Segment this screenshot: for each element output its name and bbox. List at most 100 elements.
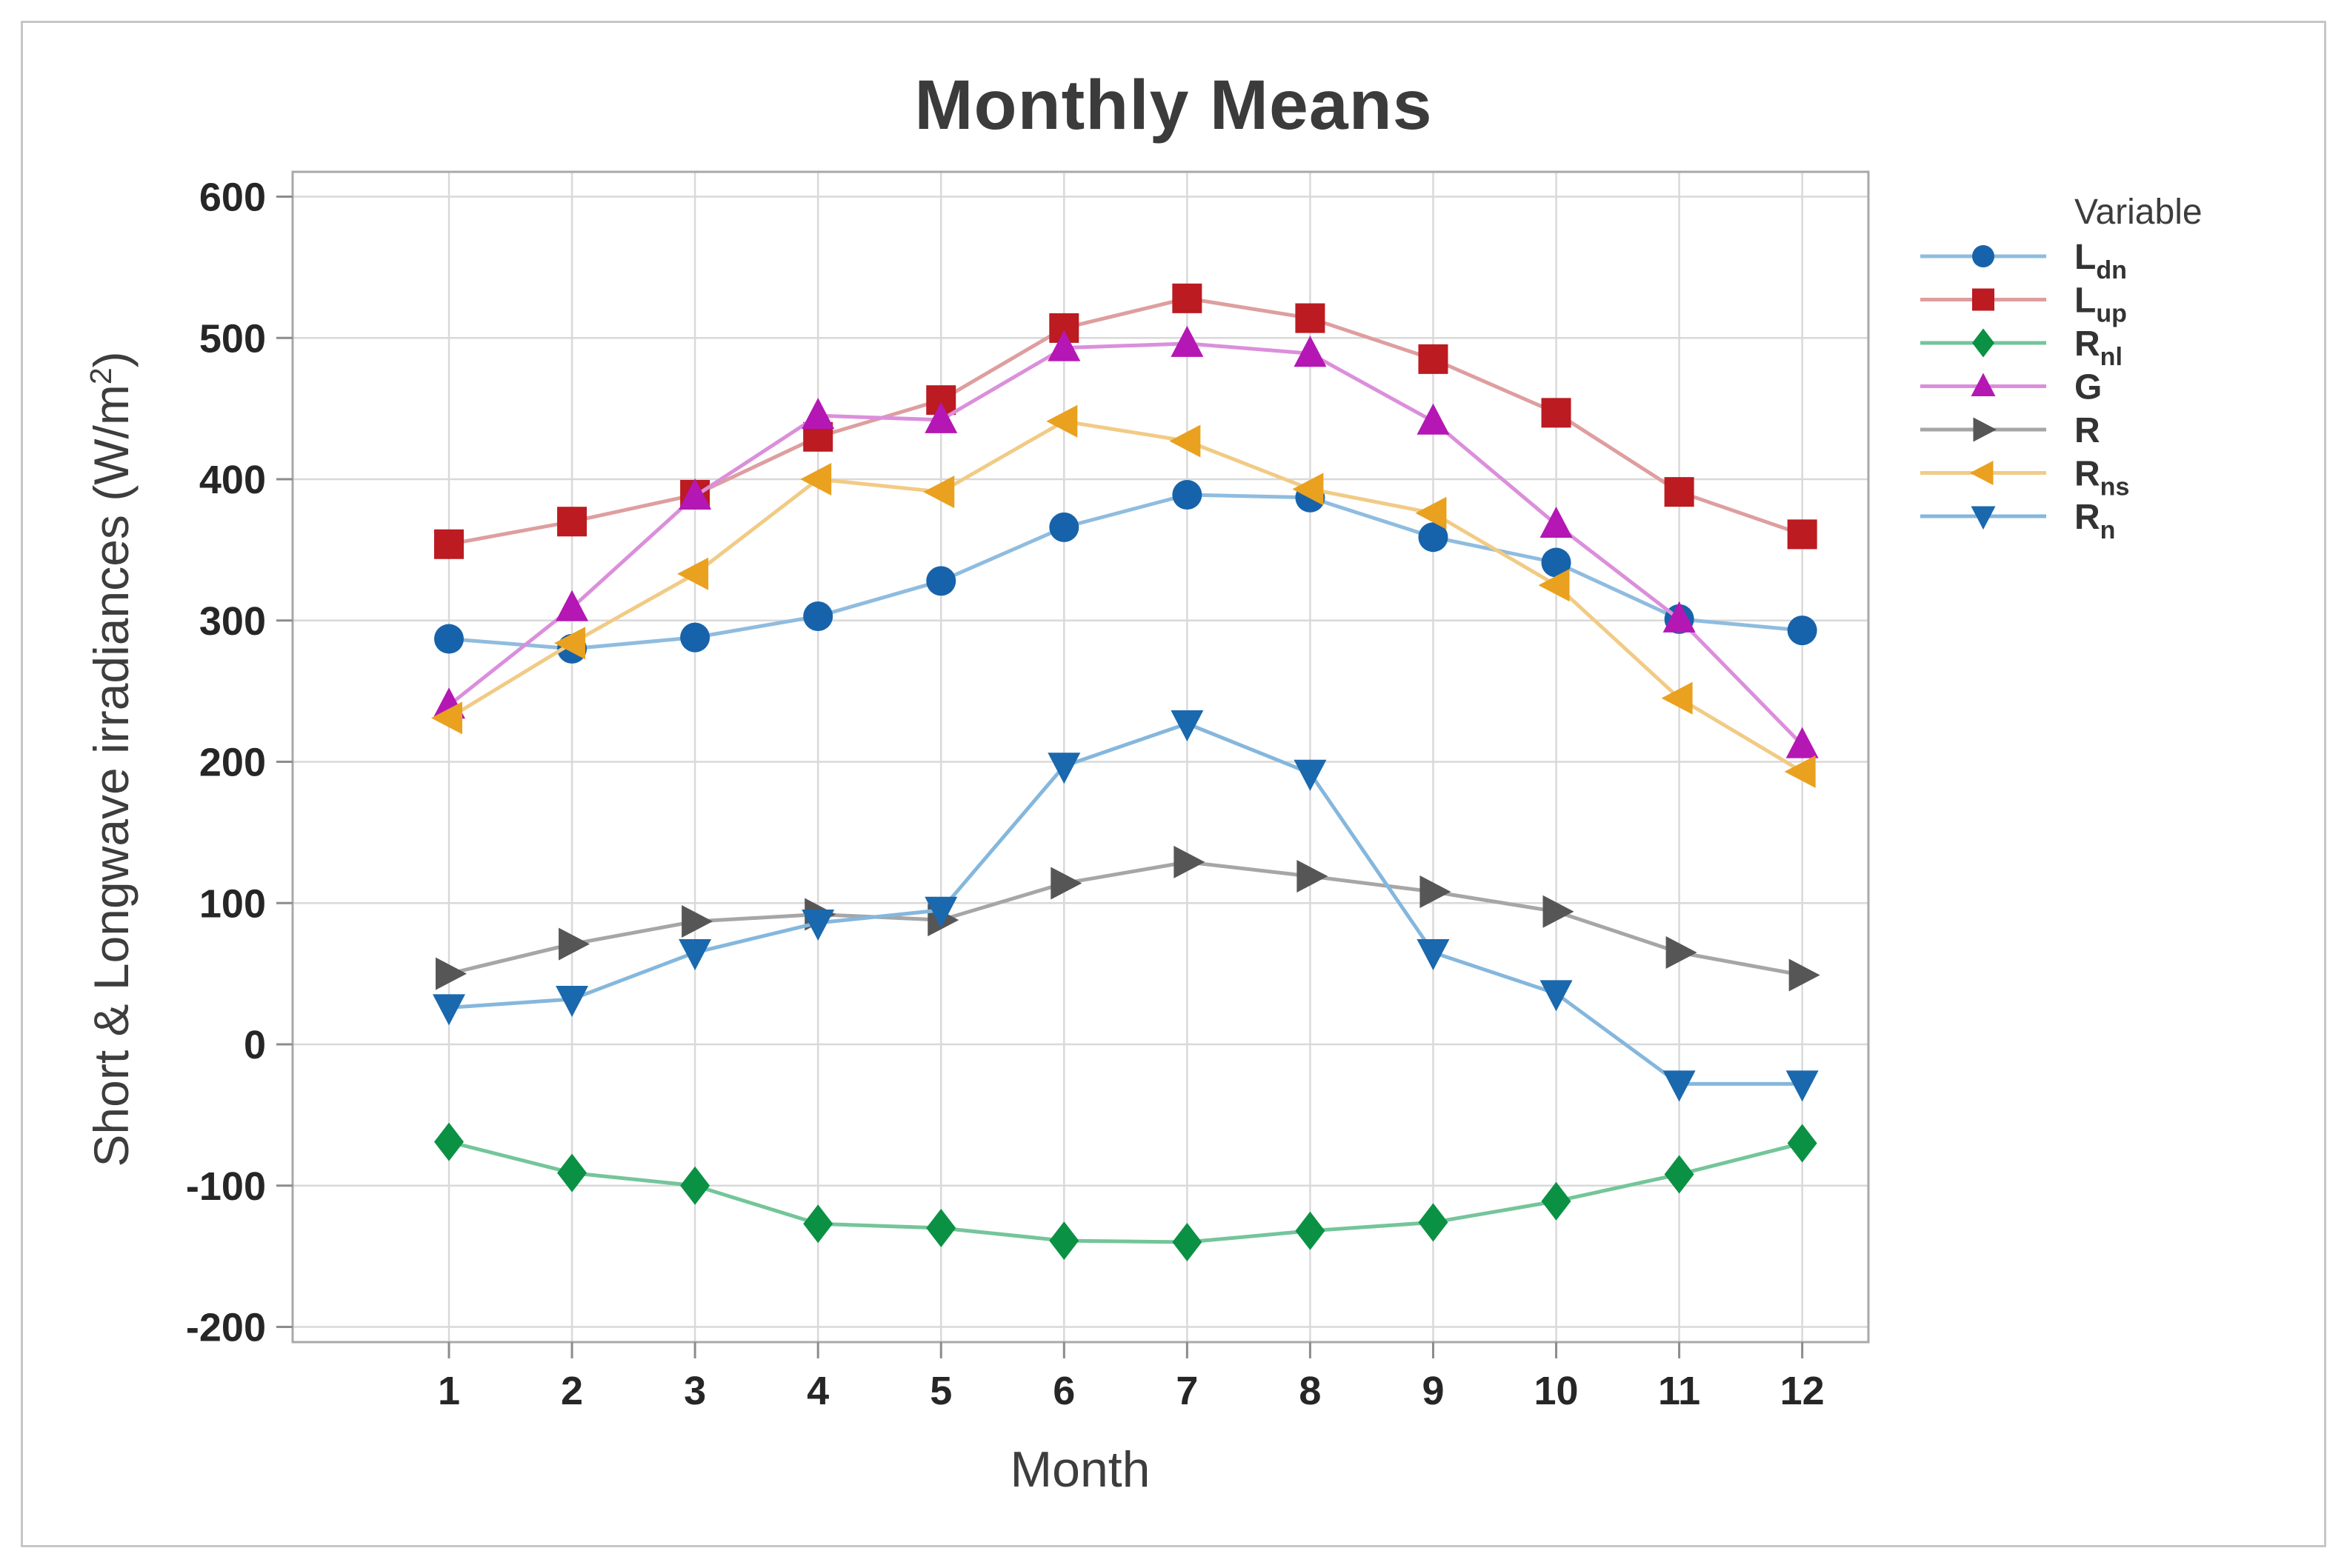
data-point-Lup-month-8 <box>1295 303 1325 333</box>
data-point-G-month-12 <box>1785 727 1819 758</box>
data-point-Lup-month-10 <box>1541 398 1571 428</box>
series-Lup <box>434 283 1817 559</box>
data-point-Rns-month-6 <box>1046 404 1078 438</box>
data-point-Rns-month-8 <box>1292 473 1324 506</box>
data-point-G-month-8 <box>1294 336 1327 367</box>
legend-marker-R-icon <box>1973 417 1997 442</box>
data-point-Lup-month-9 <box>1418 344 1448 374</box>
data-point-Rnl-month-9 <box>1418 1203 1448 1242</box>
series-line-Rns <box>447 419 1803 773</box>
data-point-Ldn-month-4 <box>803 601 833 632</box>
y-tick-label: 400 <box>199 458 266 502</box>
data-point-Ldn-month-3 <box>680 622 710 653</box>
data-point-R-month-10 <box>1542 895 1574 928</box>
data-point-Rn-month-7 <box>1171 710 1204 741</box>
data-point-Rns-month-1 <box>431 701 462 735</box>
data-point-R-month-7 <box>1174 845 1205 878</box>
data-point-G-month-3 <box>679 478 712 510</box>
y-tick-label: 200 <box>199 741 266 785</box>
x-tick-label: 10 <box>1534 1369 1579 1413</box>
data-point-Rn-month-5 <box>925 896 958 928</box>
data-point-Rnl-month-7 <box>1172 1223 1202 1262</box>
data-point-Rns-month-11 <box>1661 681 1693 715</box>
data-point-Ldn-month-1 <box>434 624 464 654</box>
x-tick-label: 2 <box>561 1369 583 1413</box>
data-point-Rnl-month-3 <box>680 1166 710 1205</box>
series-line-Lup <box>448 296 1803 547</box>
data-point-Rns-month-10 <box>1538 569 1570 602</box>
axis-ticks <box>276 196 1804 1358</box>
legend-label-G: G <box>2074 368 2102 407</box>
y-tick-label: 0 <box>244 1023 266 1067</box>
data-point-Lup-month-1 <box>434 529 464 559</box>
data-point-Rns-month-12 <box>1784 755 1816 788</box>
data-point-Rnl-month-8 <box>1295 1211 1325 1250</box>
series-line-Rnl <box>448 1140 1803 1244</box>
data-point-Rn-month-8 <box>1294 759 1327 791</box>
legend-marker-G-icon <box>1971 373 1996 396</box>
data-point-Rn-month-9 <box>1416 939 1450 971</box>
data-point-Rnl-month-12 <box>1787 1124 1817 1163</box>
data-point-Rn-month-1 <box>433 994 465 1026</box>
data-point-Rns-month-3 <box>677 557 709 590</box>
series-G <box>433 325 1819 758</box>
legend-item-Rnl: Rnl <box>1920 324 2123 371</box>
data-point-Ldn-month-10 <box>1541 547 1571 578</box>
y-tick-label: -200 <box>186 1306 266 1350</box>
data-point-Rnl-month-5 <box>926 1208 956 1247</box>
x-tick-label: 7 <box>1176 1369 1198 1413</box>
legend-marker-Rn-icon <box>1971 506 1996 530</box>
series-Rns <box>431 404 1816 788</box>
data-point-G-month-2 <box>556 590 589 621</box>
legend-item-R: R <box>1920 411 2100 450</box>
figure-frame <box>21 21 2326 1547</box>
data-point-Rn-month-4 <box>802 909 835 941</box>
y-axis-label: Short & Longwave irradiances (W/m2) <box>83 351 139 1167</box>
data-point-Rn-month-2 <box>556 985 589 1017</box>
y-axis-label-text: Short & Longwave irradiances (W/m <box>84 384 139 1167</box>
data-point-G-month-7 <box>1171 325 1204 357</box>
legend-label-Ldn: Ldn <box>2074 238 2127 284</box>
legend-label-Rnl: Rnl <box>2074 324 2123 371</box>
y-axis-label-suffix: ) <box>84 351 139 368</box>
data-point-Rns-month-5 <box>923 476 955 509</box>
data-point-G-month-4 <box>802 398 835 430</box>
x-tick-label: 9 <box>1422 1369 1444 1413</box>
data-point-R-month-9 <box>1419 875 1451 908</box>
series-R <box>436 845 1820 992</box>
legend-item-Ldn: Ldn <box>1920 238 2127 284</box>
x-tick-label: 12 <box>1780 1369 1825 1413</box>
series-line-Rn <box>448 721 1802 1086</box>
data-point-Ldn-month-7 <box>1172 479 1202 510</box>
legend-label-Rns: Rns <box>2074 455 2129 501</box>
y-tick-label: 500 <box>199 316 266 361</box>
data-point-G-month-9 <box>1416 403 1450 435</box>
data-point-Lup-month-7 <box>1172 283 1202 313</box>
data-point-Lup-month-2 <box>557 507 587 537</box>
legend-item-Lup: Lup <box>1920 281 2127 328</box>
x-tick-label: 3 <box>684 1369 706 1413</box>
data-point-R-month-3 <box>682 905 713 938</box>
series-line-Ldn <box>448 493 1802 651</box>
legend-marker-Lup-icon <box>1972 288 1994 311</box>
legend-marker-Ldn-icon <box>1972 245 1994 267</box>
data-point-Rnl-month-11 <box>1664 1155 1694 1194</box>
data-point-Lup-month-12 <box>1787 519 1817 550</box>
data-point-Ldn-month-5 <box>926 566 956 596</box>
x-tick-label: 8 <box>1299 1369 1321 1413</box>
legend-label-Rn: Rn <box>2074 498 2115 544</box>
x-tick-label: 6 <box>1053 1369 1075 1413</box>
legend-item-Rns: Rns <box>1920 455 2129 501</box>
data-point-G-month-10 <box>1539 507 1573 538</box>
data-point-G-month-6 <box>1048 330 1081 361</box>
y-tick-label: -100 <box>186 1164 266 1209</box>
data-point-Rn-month-10 <box>1539 980 1573 1012</box>
legend-marker-Rnl-icon <box>1972 328 1994 358</box>
data-point-Rns-month-9 <box>1415 496 1447 530</box>
data-point-Rns-month-2 <box>554 627 586 660</box>
data-point-Ldn-month-9 <box>1418 522 1448 553</box>
x-axis-label: Month <box>1010 1441 1151 1498</box>
data-point-R-month-12 <box>1788 958 1820 992</box>
data-point-R-month-6 <box>1051 867 1082 900</box>
